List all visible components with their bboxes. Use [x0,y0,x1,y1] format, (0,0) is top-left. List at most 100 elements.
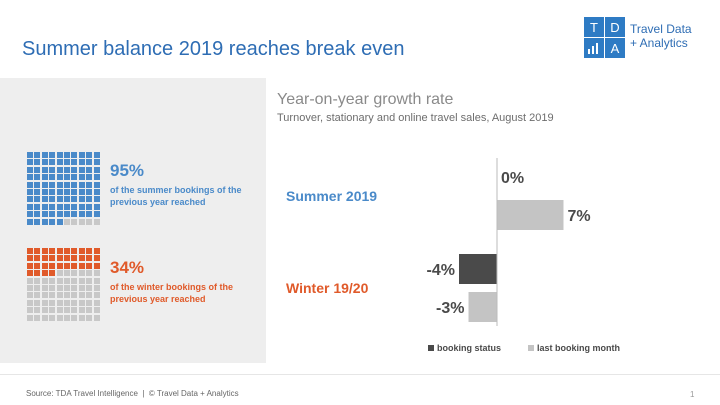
winter-waffle-square [71,292,78,299]
winter-waffle-square [63,248,70,254]
winter-waffle-square [34,292,41,299]
summer-waffle-square [71,166,78,173]
winter-waffle-square [56,277,63,284]
summer-waffle-square [27,218,33,225]
summer-waffle-square [86,188,93,195]
summer-waffle-square [49,196,56,203]
summer-waffle-square [86,203,93,210]
winter-waffle-square [71,270,78,277]
summer-waffle-square [34,218,41,225]
winter-waffle-square [71,277,78,284]
summer-waffle-square [63,181,70,188]
data-label: -4% [427,262,455,279]
summer-waffle-square [41,152,48,158]
summer-waffle-square [86,159,93,166]
winter-waffle-square [63,299,70,306]
winter-waffle-square [41,299,48,306]
summer-waffle-square [34,181,41,188]
category-label: Winter 19/20 [286,280,369,296]
summer-waffle-square [49,211,56,218]
winter-waffle-square [41,284,48,291]
winter-waffle-square [93,277,100,284]
summer-waffle-square [49,188,56,195]
summer-waffle-square [71,203,78,210]
winter-waffle-square [78,292,85,299]
winter-waffle-square [56,284,63,291]
winter-waffle-square [78,284,85,291]
summer-percent: 95% [110,161,145,180]
logo-text: Travel Data + Analytics [630,22,692,50]
winter-waffle-square [41,292,48,299]
summer-waffle-square [86,181,93,188]
data-label: -3% [436,300,464,317]
winter-waffle-square [34,284,41,291]
winter-waffle-square [86,314,93,321]
legend-label: last booking month [537,343,620,353]
summer-waffle-square [63,174,70,181]
summer-waffle-square [49,166,56,173]
page-title: Summer balance 2019 reaches break even [22,38,405,60]
summer-waffle-square [49,218,56,225]
winter-waffle-square [78,277,85,284]
winter-percent: 34% [110,258,145,277]
winter-waffle-square [86,248,93,254]
winter-waffle-square [71,299,78,306]
winter-waffle-square [63,314,70,321]
summer-waffle-square [41,196,48,203]
summer-waffle-square [41,211,48,218]
summer-waffle-square [34,174,41,181]
winter-waffle-square [34,314,41,321]
winter-waffle-square [56,292,63,299]
page-number: 1 [690,390,695,399]
data-label: 7% [568,208,591,225]
winter-waffle-square [63,262,70,269]
winter-waffle-square [56,299,63,306]
winter-waffle-square [49,277,56,284]
summer-waffle-square [93,181,100,188]
winter-waffle-square [93,314,100,321]
summer-waffle-square [78,181,85,188]
summer-waffle-square [93,188,100,195]
chart-subtitle: Turnover, stationary and online travel s… [277,112,554,124]
winter-waffle-square [49,314,56,321]
summer-waffle-square [86,166,93,173]
summer-waffle-square [78,188,85,195]
winter-waffle-square [49,262,56,269]
summer-waffle-square [78,166,85,173]
winter-waffle-square [41,314,48,321]
summer-waffle-square [27,166,33,173]
summer-waffle-square [63,188,70,195]
logo-letter-t: T [584,17,604,37]
summer-waffle-square [41,159,48,166]
summer-waffle-square [27,211,33,218]
summer-waffle-square [49,159,56,166]
winter-waffle-square [93,307,100,314]
winter-waffle-square [71,307,78,314]
summer-waffle-square [93,211,100,218]
summer-waffle-square [41,218,48,225]
winter-waffle-square [63,270,70,277]
winter-waffle-square [27,262,33,269]
chart-title: Year-on-year growth rate [277,91,454,108]
bar [497,200,564,230]
summer-waffle-square [78,196,85,203]
summer-waffle-square [78,159,85,166]
summer-waffle-square [56,159,63,166]
winter-waffle-square [71,314,78,321]
summer-waffle-square [27,159,33,166]
summer-waffle-square [27,196,33,203]
winter-waffle-square [63,255,70,262]
summer-waffle-square [93,152,100,158]
winter-waffle-square [34,299,41,306]
winter-waffle-square [86,284,93,291]
summer-waffle-square [56,211,63,218]
summer-waffle-square [56,196,63,203]
summer-waffle-square [78,211,85,218]
summer-waffle-square [93,174,100,181]
legend-swatch [428,345,434,351]
winter-waffle-square [86,277,93,284]
summer-waffle-square [86,152,93,158]
summer-waffle-square [34,196,41,203]
summer-waffle-square [27,152,33,158]
winter-waffle-square [41,255,48,262]
